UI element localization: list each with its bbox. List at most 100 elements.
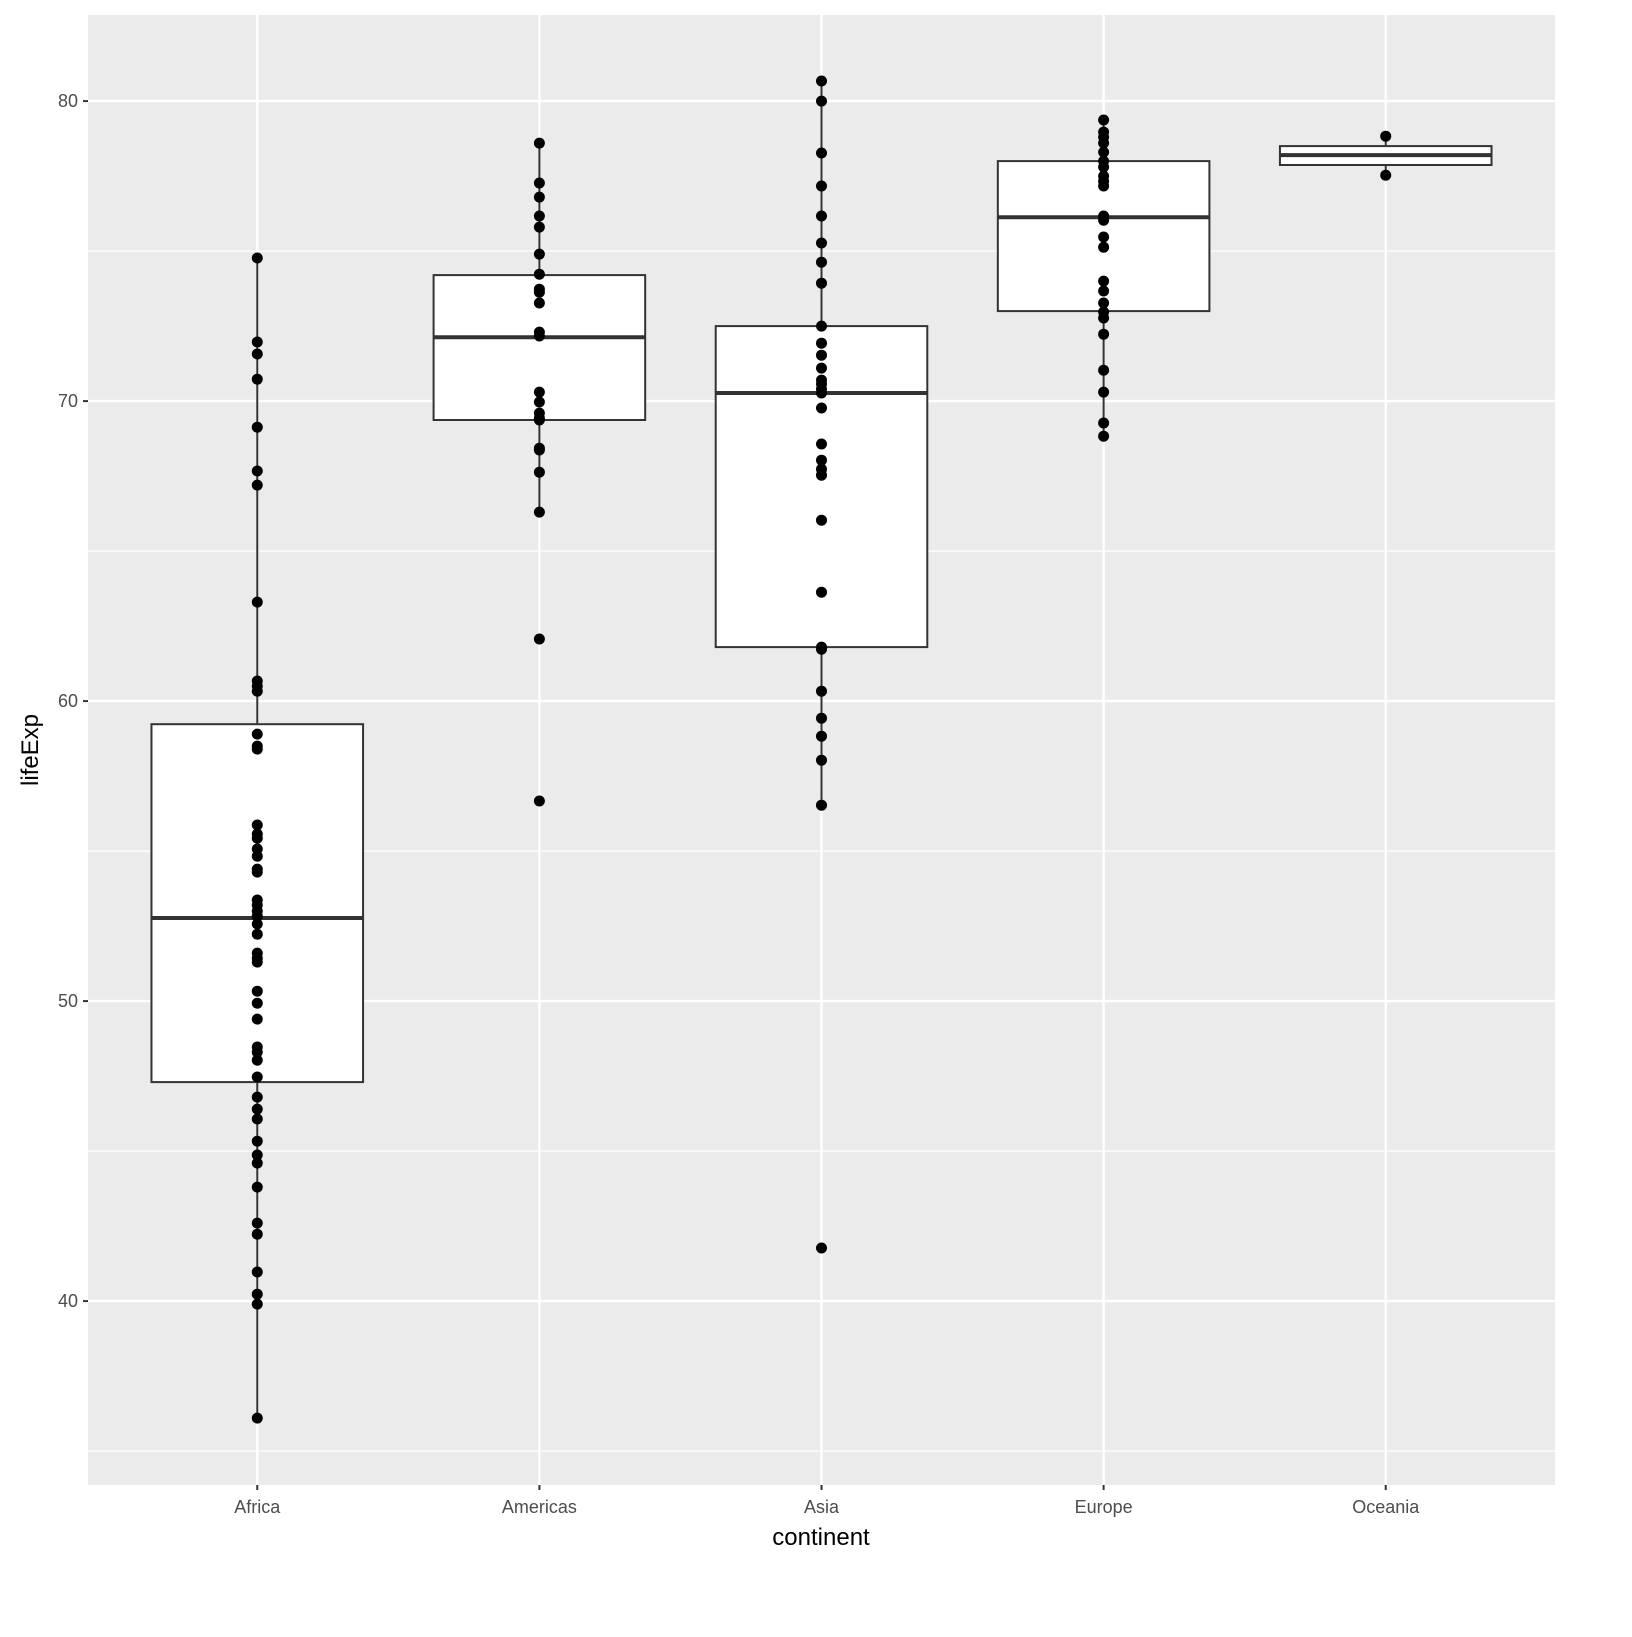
data-point (816, 1242, 827, 1254)
data-point (251, 685, 263, 697)
x-axis: Africa Americas Asia Europe Oceania (234, 1485, 1420, 1517)
data-point (251, 1013, 263, 1025)
data-point (816, 95, 827, 107)
data-point (533, 396, 545, 408)
data-point (533, 444, 545, 456)
data-point (251, 1046, 263, 1058)
boxes (150, 75, 1493, 1424)
data-point (251, 1054, 263, 1066)
data-point (251, 1288, 263, 1300)
data-point (816, 362, 827, 374)
data-point (1098, 214, 1110, 226)
data-point (816, 210, 827, 222)
data-point (251, 1149, 263, 1161)
data-point (251, 743, 263, 755)
data-point (251, 819, 263, 831)
data-point (816, 454, 827, 466)
y-tick-label: 70 (58, 391, 78, 411)
data-point (816, 387, 827, 399)
box-americas (432, 137, 647, 807)
data-point (251, 1266, 263, 1278)
data-point (251, 918, 263, 930)
data-point (816, 469, 827, 481)
box-oceania (1278, 130, 1493, 181)
data-point (1098, 161, 1110, 173)
data-point (1098, 275, 1110, 287)
y-tick-label: 60 (58, 691, 78, 711)
data-point (251, 252, 263, 264)
data-point (251, 348, 263, 360)
data-point (533, 177, 545, 189)
data-point (533, 414, 545, 426)
data-point (533, 248, 545, 260)
y-axis: 40 50 60 70 80 (58, 91, 88, 1311)
data-point (533, 386, 545, 398)
data-point (1098, 146, 1110, 158)
data-point (251, 1412, 263, 1424)
y-tick-label: 80 (58, 91, 78, 111)
data-point (251, 421, 263, 433)
data-point (533, 268, 545, 280)
data-point (251, 1113, 263, 1125)
data-point (251, 373, 263, 385)
data-point (251, 956, 263, 968)
data-point (533, 191, 545, 203)
data-point (533, 221, 545, 233)
data-point (251, 1217, 263, 1229)
y-tick-label: 40 (58, 1291, 78, 1311)
data-point (1380, 169, 1392, 181)
x-tick-label: Europe (1075, 1497, 1133, 1517)
data-point (1098, 328, 1110, 340)
data-point (533, 137, 545, 149)
data-point (816, 337, 827, 349)
data-point (251, 985, 263, 997)
data-point (251, 1135, 263, 1147)
data-point (251, 1298, 263, 1310)
data-point (1098, 386, 1110, 398)
data-point (1380, 130, 1392, 142)
data-point (816, 320, 827, 332)
data-point (251, 1071, 263, 1083)
data-point (816, 256, 827, 268)
data-point (816, 799, 827, 811)
data-point (816, 730, 827, 742)
data-point (251, 596, 263, 608)
data-point (1098, 285, 1110, 297)
data-point (816, 237, 827, 249)
x-tick-label: Americas (502, 1497, 577, 1517)
data-point (1098, 241, 1110, 253)
data-point (1098, 231, 1110, 243)
data-point (533, 330, 545, 342)
data-point (251, 928, 263, 940)
data-point (816, 643, 827, 655)
data-point (533, 286, 545, 298)
data-point (533, 210, 545, 222)
box-asia (714, 75, 929, 1254)
data-point (1098, 137, 1110, 149)
data-point (251, 1228, 263, 1240)
data-point (251, 336, 263, 348)
data-point (816, 586, 827, 598)
data-point (1098, 297, 1110, 309)
data-point (816, 349, 827, 361)
x-tick-label: Asia (804, 1497, 840, 1517)
data-point (816, 180, 827, 192)
data-point (816, 75, 827, 87)
data-point (533, 506, 545, 518)
y-axis-title: lifeExp (17, 714, 44, 786)
box-iqr (714, 325, 929, 649)
data-point (251, 728, 263, 740)
data-point (251, 479, 263, 491)
data-point (251, 832, 263, 844)
data-point (816, 754, 827, 766)
data-point (1098, 312, 1110, 324)
data-point (533, 795, 545, 807)
data-point (251, 465, 263, 477)
data-point (816, 277, 827, 289)
data-point (251, 850, 263, 862)
data-point (816, 514, 827, 526)
x-tick-label: Oceania (1352, 1497, 1420, 1517)
x-tick-label: Africa (234, 1497, 281, 1517)
data-point (1098, 180, 1110, 192)
